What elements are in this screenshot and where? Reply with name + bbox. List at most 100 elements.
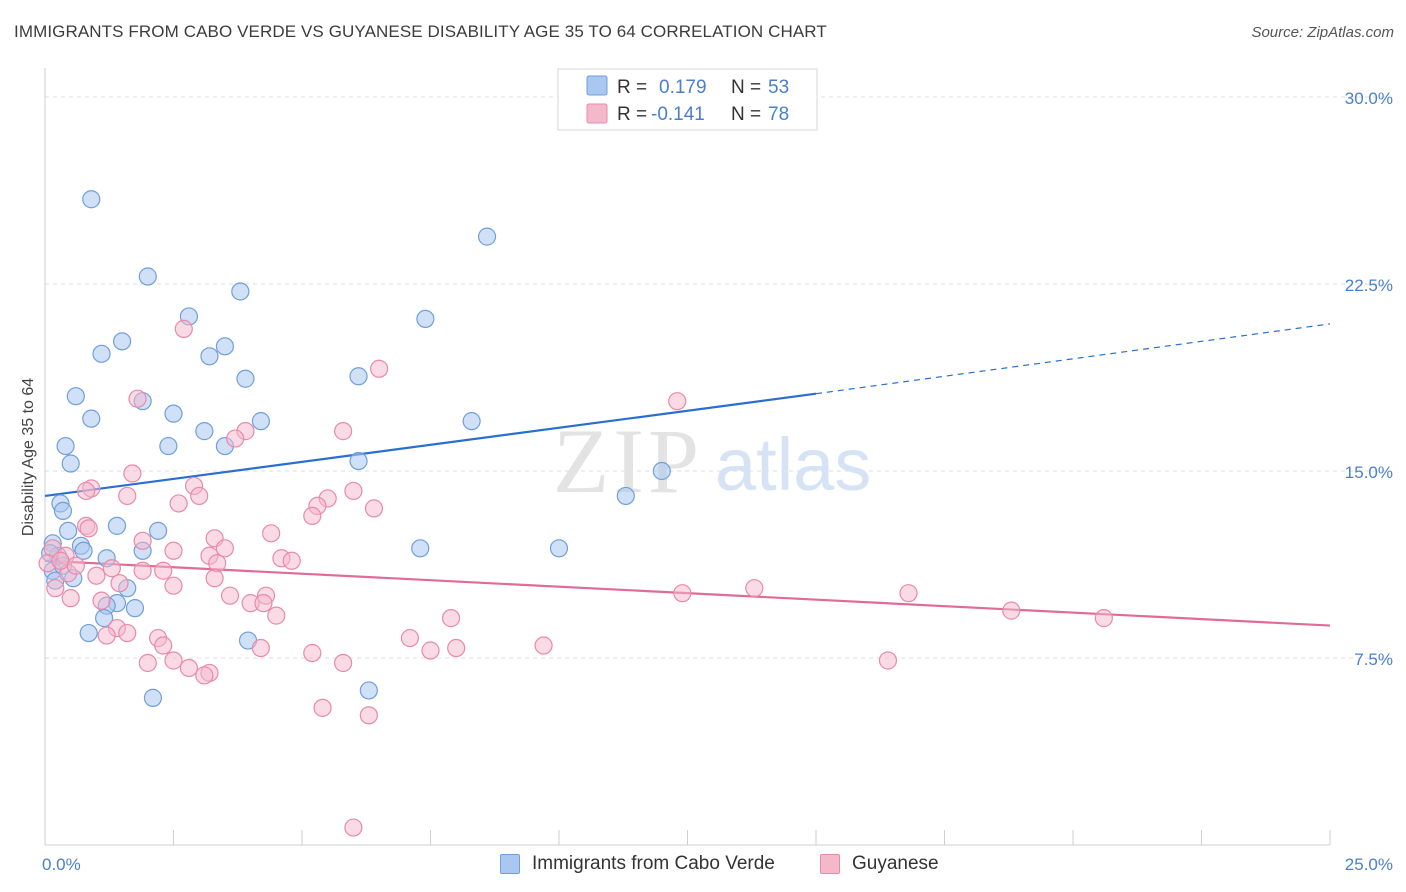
data-point-cabo-verde	[359, 681, 378, 700]
legend-r-value-1: 0.179	[659, 77, 707, 98]
data-point-cabo-verde	[411, 539, 430, 558]
data-point-guyanese	[745, 579, 764, 598]
data-point-guyanese	[673, 584, 692, 603]
data-point-cabo-verde	[416, 309, 435, 329]
data-point-cabo-verde	[477, 227, 497, 246]
chart-title: IMMIGRANTS FROM CABO VERDE VS GUYANESE D…	[14, 22, 827, 41]
grid-lines	[45, 96, 1390, 659]
data-point-guyanese	[400, 628, 420, 648]
legend-r-label-1: R =	[617, 77, 647, 98]
data-point-guyanese	[220, 586, 240, 605]
data-point-guyanese	[344, 481, 363, 501]
legend-n-value-1: 53	[768, 77, 789, 98]
data-point-guyanese	[208, 554, 227, 573]
data-point-cabo-verde	[138, 267, 157, 286]
y-tick-label: 7.5%	[1354, 650, 1393, 669]
data-point-guyanese	[164, 541, 183, 560]
data-point-guyanese	[123, 464, 142, 483]
data-point-cabo-verde	[462, 412, 481, 431]
source-label: Source: ZipAtlas.com	[1251, 24, 1394, 41]
data-point-cabo-verde	[195, 422, 214, 441]
data-point-guyanese	[282, 551, 301, 570]
watermark-atlas: atlas	[715, 423, 871, 506]
data-point-guyanese	[1094, 609, 1113, 628]
data-point-guyanese	[226, 429, 245, 448]
series-guyanese-points	[38, 319, 1113, 837]
data-point-guyanese	[359, 706, 378, 725]
data-point-cabo-verde	[549, 539, 569, 558]
data-point-guyanese	[154, 561, 173, 580]
data-point-cabo-verde	[59, 521, 78, 540]
data-point-cabo-verde	[74, 541, 93, 560]
data-point-guyanese	[303, 643, 322, 663]
data-point-cabo-verde	[349, 451, 368, 471]
axes	[44, 68, 1331, 846]
legend-swatch-pink	[586, 103, 608, 124]
data-point-cabo-verde	[200, 347, 219, 366]
data-point-guyanese	[313, 698, 332, 717]
data-point-cabo-verde	[349, 367, 368, 386]
data-point-guyanese	[534, 636, 553, 655]
data-point-cabo-verde	[143, 688, 163, 707]
data-point-cabo-verde	[148, 521, 168, 540]
legend-label-cabo-verde: Immigrants from Cabo Verde	[532, 853, 775, 874]
data-point-guyanese	[205, 569, 224, 588]
data-point-cabo-verde	[92, 344, 111, 363]
tick-labels: 7.5% 15.0% 22.5% 30.0% 0.0% 25.0%	[42, 89, 1393, 874]
trend-line-cabo-verde	[44, 392, 817, 498]
legend-swatch-cabo-verde	[500, 854, 520, 874]
data-point-guyanese	[254, 594, 273, 613]
data-point-guyanese	[267, 606, 286, 625]
data-point-guyanese	[370, 359, 389, 378]
data-point-guyanese	[1002, 601, 1021, 620]
legend-swatch-guyanese	[820, 854, 840, 874]
data-point-cabo-verde	[112, 332, 132, 351]
data-point-guyanese	[190, 486, 209, 506]
data-point-cabo-verde	[66, 387, 85, 406]
y-tick-label: 30.0%	[1345, 89, 1393, 108]
data-point-cabo-verde	[79, 623, 98, 643]
stats-legend: R = 0.179 N = 53 R = -0.141 N = 78	[557, 68, 818, 131]
data-point-cabo-verde	[164, 404, 183, 423]
data-point-guyanese	[447, 638, 466, 658]
data-point-cabo-verde	[56, 436, 75, 456]
data-point-cabo-verde	[215, 337, 234, 356]
data-point-guyanese	[118, 486, 137, 506]
data-point-guyanese	[421, 641, 440, 660]
data-point-guyanese	[195, 666, 214, 685]
data-point-cabo-verde	[231, 282, 250, 301]
data-point-guyanese	[441, 609, 461, 628]
data-point-guyanese	[97, 626, 116, 645]
data-point-guyanese	[77, 481, 96, 501]
data-point-guyanese	[87, 566, 106, 585]
legend-item-guyanese: Guyanese	[820, 853, 939, 875]
data-point-guyanese	[46, 579, 65, 598]
legend-n-value-2: 78	[768, 104, 789, 125]
data-point-guyanese	[51, 551, 70, 570]
data-point-cabo-verde	[53, 501, 73, 520]
y-axis-label: Disability Age 35 to 64	[20, 378, 37, 536]
data-point-cabo-verde	[616, 486, 635, 506]
data-point-guyanese	[154, 636, 173, 655]
data-point-guyanese	[102, 559, 121, 578]
data-point-guyanese	[334, 422, 353, 441]
data-point-cabo-verde	[61, 454, 80, 473]
legend-swatch-blue	[586, 75, 608, 96]
data-point-guyanese	[79, 519, 98, 538]
data-point-cabo-verde	[159, 436, 178, 456]
data-point-cabo-verde	[236, 369, 255, 388]
legend-label-guyanese: Guyanese	[852, 853, 939, 874]
data-point-guyanese	[61, 589, 80, 608]
data-point-guyanese	[334, 653, 353, 673]
data-point-guyanese	[118, 623, 137, 643]
data-point-guyanese	[215, 539, 234, 558]
data-point-cabo-verde	[251, 412, 270, 431]
data-point-guyanese	[262, 524, 281, 543]
data-point-guyanese	[344, 818, 363, 837]
x-tick-label: 0.0%	[42, 855, 81, 874]
trend-line-cabo-verde-extension	[815, 323, 1331, 395]
data-point-guyanese	[92, 591, 111, 610]
legend-r-value-2: -0.141	[651, 104, 705, 125]
data-point-guyanese	[164, 576, 183, 595]
